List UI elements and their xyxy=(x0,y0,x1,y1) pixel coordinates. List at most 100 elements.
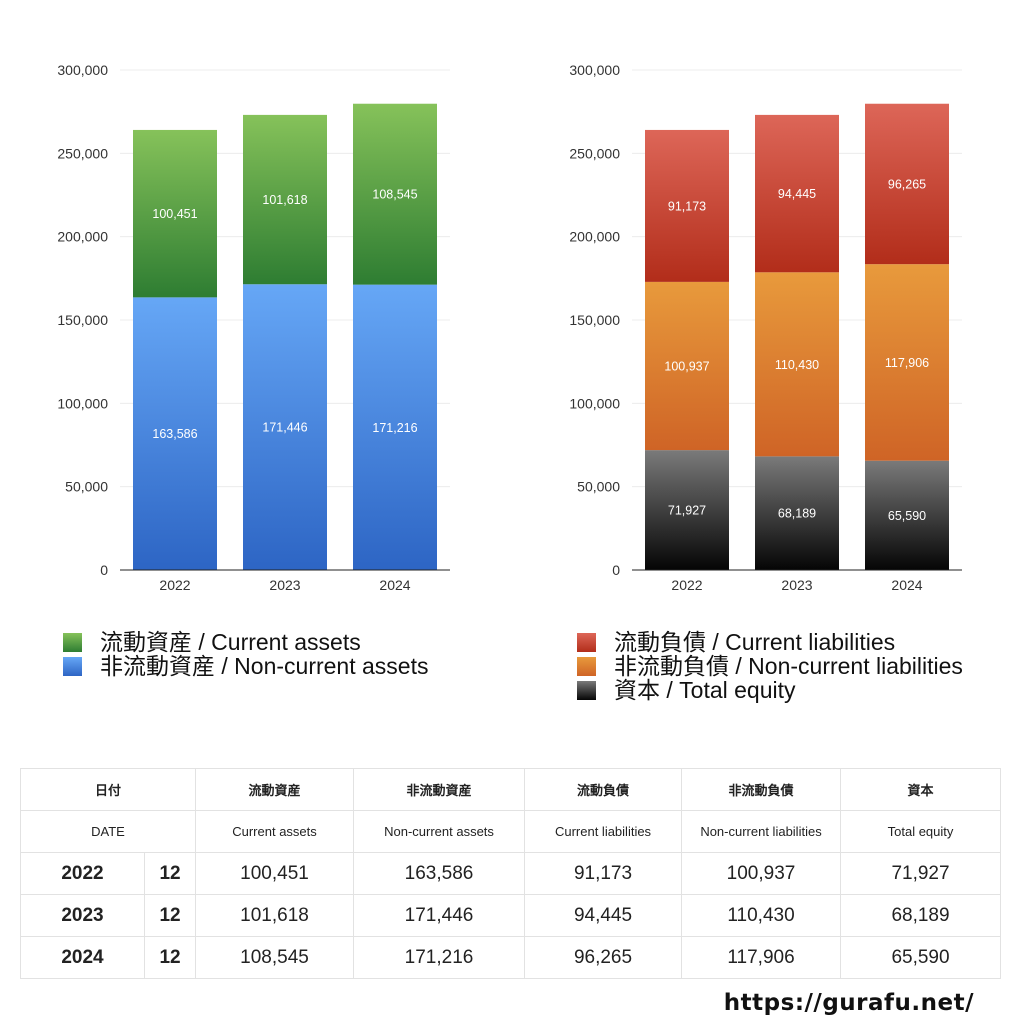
legend-swatch-current-liabilities xyxy=(577,632,596,652)
legend-swatch-non-current-assets xyxy=(63,656,82,676)
bar-value-label: 171,446 xyxy=(262,421,307,435)
legend-swatch-total-equity xyxy=(577,680,596,700)
table-row: 2024 12 108,545 171,216 96,265 117,906 6… xyxy=(20,936,1002,979)
bar-segment xyxy=(133,297,217,570)
header-non-current-assets-jp: 非流動資産 xyxy=(353,768,526,811)
legend-label-current-assets: 流動資産 / Current assets xyxy=(100,629,361,655)
y-tick-label: 100,000 xyxy=(569,395,620,411)
bar-segment xyxy=(645,281,729,451)
liabilities-equity-chart: 0 50,000 100,000 150,000 200,000 250,000 300,0… xyxy=(569,62,962,593)
bar-value-label: 100,451 xyxy=(152,207,197,221)
bar-segment xyxy=(755,114,839,273)
bar-value-label: 68,189 xyxy=(778,507,816,521)
bar-segment xyxy=(645,129,729,282)
header-total-equity-en: Total equity xyxy=(840,810,1002,853)
row-year: 2022 xyxy=(20,852,145,895)
cell-non-current-liabilities: 117,906 xyxy=(681,936,842,979)
y-tick-label: 250,000 xyxy=(569,145,620,161)
bar-value-label: 163,586 xyxy=(152,427,197,441)
table-header-row-jp: 日付 流動資産 非流動資産 流動負債 非流動負債 資本 xyxy=(19,768,1002,811)
legend-label-total-equity: 資本 / Total equity xyxy=(614,677,796,703)
bar-value-label: 101,618 xyxy=(262,193,307,207)
cell-current-liabilities: 96,265 xyxy=(524,936,683,979)
legend-swatch-current-assets xyxy=(63,632,82,652)
bar-segment xyxy=(865,264,949,461)
y-tick-label: 150,000 xyxy=(57,312,108,328)
bar-value-label: 108,545 xyxy=(372,188,417,202)
bar-value-label: 91,173 xyxy=(668,199,706,213)
header-non-current-assets-en: Non-current assets xyxy=(353,810,526,853)
legend-label-current-liabilities: 流動負債 / Current liabilities xyxy=(614,629,896,655)
cell-non-current-assets: 163,586 xyxy=(353,852,526,895)
legend-item-total-equity: 資本 / Total equity xyxy=(577,678,963,702)
row-year: 2024 xyxy=(20,936,145,979)
bar-segment xyxy=(755,456,839,570)
y-tick-label: 150,000 xyxy=(569,312,620,328)
header-non-current-liabilities-jp: 非流動負債 xyxy=(681,768,842,811)
y-tick-label: 300,000 xyxy=(57,62,108,78)
header-current-assets-en: Current assets xyxy=(195,810,355,853)
y-tick-label: 200,000 xyxy=(57,229,108,245)
y-tick-label: 300,000 xyxy=(569,62,620,78)
bar-value-label: 65,590 xyxy=(888,509,926,523)
assets-legend: 流動資産 / Current assets 非流動資産 / Non-curren… xyxy=(63,630,428,678)
cell-non-current-liabilities: 110,430 xyxy=(681,894,842,937)
header-date-jp: 日付 xyxy=(19,768,197,811)
assets-chart: 0 50,000 100,000 150,000 200,000 250,000 300,0… xyxy=(57,62,450,593)
x-tick-label: 2022 xyxy=(671,577,702,593)
legend-label-non-current-liabilities: 非流動負債 / Non-current liabilities xyxy=(614,653,963,679)
bar-value-label: 110,430 xyxy=(775,358,819,372)
y-tick-label: 100,000 xyxy=(57,395,108,411)
table-row: 2022 12 100,451 163,586 91,173 100,937 7… xyxy=(20,852,1002,895)
bar-value-label: 100,937 xyxy=(664,360,709,374)
y-tick-label: 50,000 xyxy=(65,479,108,495)
cell-total-equity: 68,189 xyxy=(840,894,1002,937)
table-header-row-en: DATE Current assets Non-current assets C… xyxy=(19,810,1002,853)
cell-current-liabilities: 91,173 xyxy=(524,852,683,895)
legend-label-non-current-assets: 非流動資産 / Non-current assets xyxy=(100,653,429,679)
site-url[interactable]: https://gurafu.net/ xyxy=(723,990,974,1016)
x-tick-label: 2023 xyxy=(269,577,300,593)
cell-total-equity: 65,590 xyxy=(840,936,1002,979)
y-tick-label: 250,000 xyxy=(57,145,108,161)
x-tick-label: 2024 xyxy=(379,577,410,593)
bar-segment xyxy=(133,129,217,298)
row-month: 12 xyxy=(143,936,197,979)
legend-item-current-assets: 流動資産 / Current assets xyxy=(63,630,428,654)
header-current-liabilities-en: Current liabilities xyxy=(524,810,683,853)
bar-segment xyxy=(865,103,949,265)
x-tick-label: 2024 xyxy=(891,577,922,593)
table-row: 2023 12 101,618 171,446 94,445 110,430 6… xyxy=(20,894,1002,937)
row-month: 12 xyxy=(143,894,197,937)
bar-value-label: 94,445 xyxy=(778,187,816,201)
y-tick-label: 0 xyxy=(612,562,620,578)
liabilities-legend: 流動負債 / Current liabilities 非流動負債 / Non-c… xyxy=(577,630,963,702)
x-tick-label: 2022 xyxy=(159,577,190,593)
bar-segment xyxy=(865,460,949,570)
cell-non-current-assets: 171,216 xyxy=(353,936,526,979)
header-total-equity-jp: 資本 xyxy=(840,768,1002,811)
row-month: 12 xyxy=(143,852,197,895)
bar-value-label: 96,265 xyxy=(888,177,926,191)
bar-segment xyxy=(645,450,729,570)
bar-segment xyxy=(755,272,839,457)
header-current-liabilities-jp: 流動負債 xyxy=(524,768,683,811)
cell-total-equity: 71,927 xyxy=(840,852,1002,895)
legend-item-non-current-assets: 非流動資産 / Non-current assets xyxy=(63,654,428,678)
cell-current-assets: 108,545 xyxy=(195,936,355,979)
bar-value-label: 117,906 xyxy=(885,356,929,370)
header-date-en: DATE xyxy=(19,810,197,853)
bar-segment xyxy=(243,284,327,570)
bar-value-label: 71,927 xyxy=(668,504,706,518)
row-year: 2023 xyxy=(20,894,145,937)
y-tick-label: 0 xyxy=(100,562,108,578)
legend-item-non-current-liabilities: 非流動負債 / Non-current liabilities xyxy=(577,654,963,678)
cell-non-current-assets: 171,446 xyxy=(353,894,526,937)
header-current-assets-jp: 流動資産 xyxy=(195,768,355,811)
bar-value-label: 171,216 xyxy=(372,421,417,435)
cell-current-liabilities: 94,445 xyxy=(524,894,683,937)
cell-current-assets: 100,451 xyxy=(195,852,355,895)
bar-segment xyxy=(353,103,437,285)
bar-segment xyxy=(353,284,437,570)
header-non-current-liabilities-en: Non-current liabilities xyxy=(681,810,842,853)
